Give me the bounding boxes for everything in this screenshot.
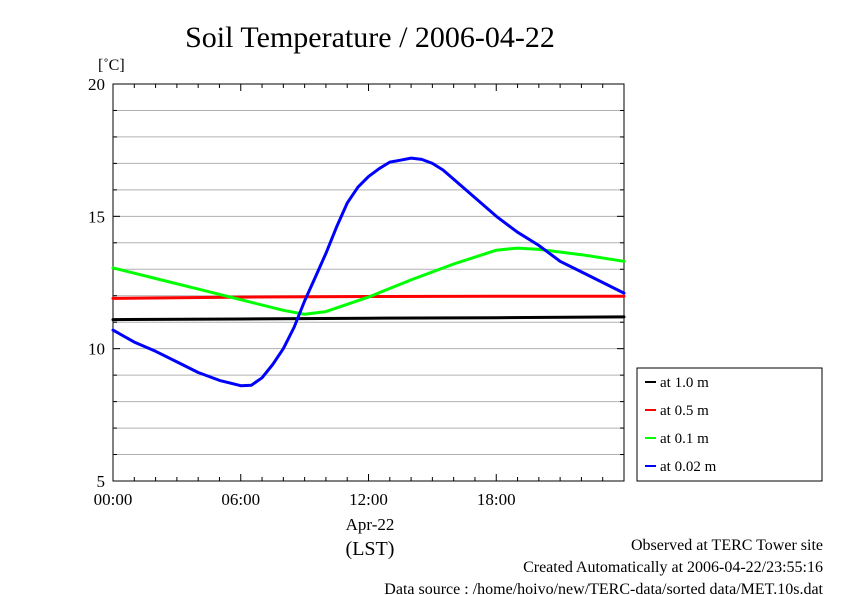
x-tick-labels: 00:00 06:00 12:00 18:00: [94, 490, 516, 509]
footer-created: Created Automatically at 2006-04-22/23:5…: [523, 559, 823, 576]
y-axis-label: [˚C]: [98, 57, 125, 74]
y-tick-labels: 5 10 15 20: [88, 75, 105, 491]
series-layer: [111, 156, 626, 388]
legend-label: at 0.5 m: [660, 403, 709, 419]
x-tick-label: 18:00: [477, 490, 516, 509]
x-tick-label: 00:00: [94, 490, 133, 509]
date-label: Apr-22: [346, 515, 395, 534]
y-tick-label: 10: [88, 340, 105, 359]
legend-label: at 1.0 m: [660, 375, 709, 391]
footer-site: Observed at TERC Tower site: [631, 537, 823, 554]
series-line-at-0-1-m: [111, 246, 626, 316]
y-tick-label: 15: [88, 207, 105, 226]
legend: at 1.0 m at 0.5 m at 0.1 m at 0.02 m: [636, 367, 823, 482]
x-tick-label: 12:00: [349, 490, 388, 509]
series-line-at-1-0-m: [111, 315, 626, 322]
gridlines: [113, 109, 624, 456]
plot-frame: [112, 83, 625, 482]
y-tick-label: 20: [88, 75, 105, 94]
timezone-label: (LST): [346, 538, 395, 560]
legend-label: at 0.1 m: [660, 431, 709, 447]
chart-title: Soil Temperature / 2006-04-22: [185, 21, 555, 54]
minor-ticks: [113, 83, 624, 482]
footer-source: Data source : /home/hoivo/new/TERC-data/…: [384, 581, 823, 595]
legend-label: at 0.02 m: [660, 459, 717, 475]
x-tick-label: 06:00: [221, 490, 260, 509]
series-line-at-0-02-m: [111, 156, 626, 388]
y-tick-label: 5: [97, 472, 106, 491]
plot-area: 5 10 15 20 00:00 06:00 12:00 18:00: [88, 75, 626, 509]
legend-box: [636, 367, 823, 482]
